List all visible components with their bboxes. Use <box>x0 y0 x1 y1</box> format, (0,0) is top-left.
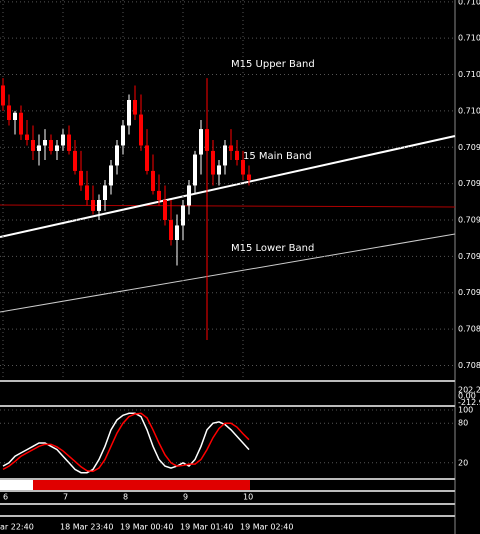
y-tick-label: 0.710 <box>458 106 480 115</box>
candle-body <box>13 112 17 120</box>
y-tick-label: 0.710 <box>458 70 480 79</box>
candle-body <box>49 140 53 151</box>
x-tick-label: 18 Mar 23:40 <box>60 523 113 532</box>
y-tick-label: 0.708 <box>458 325 480 334</box>
y-tick-label: 100 <box>458 406 473 415</box>
candle-body <box>91 200 95 211</box>
candle-body <box>223 145 227 166</box>
candle-body <box>133 100 137 115</box>
candle-body <box>109 165 113 186</box>
candle-body <box>235 150 239 160</box>
candle-body <box>55 145 59 151</box>
candle-body <box>1 85 5 106</box>
candle-body <box>211 150 215 175</box>
y-tick-label: 0.709 <box>458 143 480 152</box>
candle-body <box>97 200 101 211</box>
candle-body <box>79 170 83 186</box>
indicator-line <box>2 412 250 474</box>
candle-body <box>229 145 233 151</box>
y-tick-label: 202.24 <box>458 385 480 394</box>
candle-body <box>247 174 251 180</box>
indicator-line <box>2 412 250 473</box>
candle-body <box>115 145 119 166</box>
candle-body <box>151 170 155 191</box>
y-tick-label: 0.709 <box>458 252 480 261</box>
candle-body <box>217 165 221 175</box>
x-tick-label: 19 Mar 00:40 <box>120 523 173 532</box>
trend-line <box>0 233 456 313</box>
strip-label: 7 <box>63 493 68 502</box>
strip-label: 8 <box>123 493 128 502</box>
candle-body <box>181 205 185 226</box>
candle-body <box>73 150 77 171</box>
candle-body <box>25 134 29 140</box>
candle-body <box>205 129 209 151</box>
x-tick-label: ar 22:40 <box>0 523 34 532</box>
trend-line <box>0 135 456 238</box>
candle-body <box>241 160 245 175</box>
x-tick-label: 19 Mar 01:40 <box>180 523 233 532</box>
candle-body <box>37 145 41 151</box>
x-tick-label: 19 Mar 02:40 <box>240 523 293 532</box>
strip-block <box>33 480 250 490</box>
y-tick-label: 0.710 <box>458 0 480 6</box>
y-tick-label: 0.00 <box>458 391 476 400</box>
y-tick-label: 0.709 <box>458 288 480 297</box>
candle-body <box>145 145 149 171</box>
band-label: M15 Upper Band <box>231 59 315 70</box>
candle-body <box>157 190 161 200</box>
candle-body <box>121 125 125 146</box>
y-tick-label: 20 <box>458 458 468 467</box>
y-tick-label: 0.710 <box>458 34 480 43</box>
candle-body <box>127 100 131 126</box>
candle-body <box>163 200 167 220</box>
y-tick-label: 0.709 <box>458 216 480 225</box>
candle-body <box>85 185 89 200</box>
strip-label: 10 <box>243 493 253 502</box>
layout <box>0 0 456 534</box>
candle-body <box>19 112 23 135</box>
candle-body <box>193 154 197 186</box>
strip-block <box>0 480 33 490</box>
strip-label: 6 <box>3 493 8 502</box>
candle-body <box>43 140 47 146</box>
strip-label: 9 <box>183 493 188 502</box>
candle-body <box>175 225 179 240</box>
candle-body <box>139 114 143 146</box>
level-line <box>0 204 456 208</box>
y-tick-label: 0.709 <box>458 179 480 188</box>
band-label: M15 Lower Band <box>231 243 314 254</box>
y-tick-label: 80 <box>458 419 468 428</box>
candle-body <box>67 134 71 151</box>
candle-body <box>61 134 65 146</box>
candle-body <box>187 185 191 206</box>
candle-body <box>169 220 173 240</box>
candle-body <box>103 185 107 200</box>
candle-body <box>31 140 35 151</box>
candle-body <box>7 105 11 120</box>
y-tick-label: -212.9 <box>458 398 480 407</box>
y-tick-label: 0.708 <box>458 361 480 370</box>
candle-body <box>199 129 203 155</box>
band-label: 15 Main Band <box>243 151 312 162</box>
